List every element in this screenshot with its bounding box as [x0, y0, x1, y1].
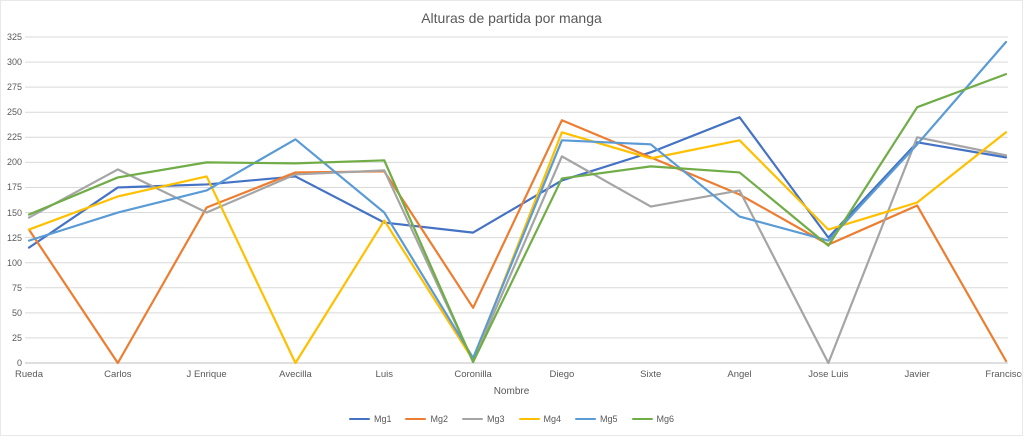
legend-line-swatch [461, 417, 483, 421]
x-tick-label: Luis [375, 369, 393, 380]
x-tick-label: Diego [549, 369, 575, 380]
y-tick-label: 325 [6, 32, 22, 42]
y-tick-label: 250 [6, 107, 22, 118]
legend-line-swatch [405, 417, 427, 421]
chart-title: Alturas de partida por manga [421, 10, 602, 26]
x-tick-label: Avecilla [279, 369, 312, 380]
legend-label: Mg5 [600, 414, 618, 424]
legend-line-swatch [631, 417, 653, 421]
legend-line-swatch [348, 417, 370, 421]
series-line-Mg6[interactable] [27, 73, 1008, 364]
y-tick-label: 25 [11, 332, 22, 343]
legend-item-Mg6[interactable]: Mg6 [631, 414, 675, 424]
y-tick-label: 125 [6, 232, 22, 243]
chart-legend: Mg1 Mg2 Mg3 Mg4 Mg5 Mg6 [1, 414, 1022, 424]
x-axis-title: Nombre [493, 386, 530, 397]
y-tick-label: 275 [6, 82, 22, 93]
y-tick-label: 50 [11, 307, 22, 318]
legend-item-Mg3[interactable]: Mg3 [461, 414, 505, 424]
x-tick-label: Jose Luis [808, 369, 849, 380]
x-tick-label: J Enrique [186, 369, 227, 380]
legend-label: Mg2 [430, 414, 448, 424]
legend-label: Mg6 [656, 414, 675, 424]
legend-label: Mg1 [373, 414, 392, 424]
x-tick-label: Coronilla [454, 369, 492, 380]
series-line-Mg3[interactable] [27, 136, 1008, 365]
y-tick-label: 225 [6, 132, 22, 143]
legend-item-Mg5[interactable]: Mg5 [575, 414, 618, 424]
legend-item-Mg4[interactable]: Mg4 [518, 414, 562, 424]
x-tick-label: Carlos [104, 369, 132, 380]
legend-label: Mg3 [486, 414, 505, 424]
x-tick-label: Rueda [15, 369, 43, 380]
x-tick-label: Sixte [640, 369, 662, 380]
y-tick-label: 100 [6, 257, 22, 268]
legend-line-swatch [575, 417, 597, 421]
x-tick-label: Javier [904, 369, 930, 380]
y-tick-label: 75 [11, 282, 22, 293]
y-tick-label: 175 [6, 182, 22, 193]
y-tick-label: 200 [6, 157, 22, 168]
legend-label: Mg4 [543, 414, 562, 424]
x-tick-label: Francisco [985, 369, 1023, 380]
x-tick-label: Angel [727, 369, 752, 380]
series-line-Mg5[interactable] [27, 40, 1008, 360]
series-line-Mg2[interactable] [27, 119, 1008, 365]
y-tick-label: 300 [6, 57, 22, 68]
y-tick-label: 150 [6, 207, 22, 218]
y-tick-label: 0 [16, 358, 22, 368]
legend-line-swatch [518, 417, 540, 421]
legend-item-Mg1[interactable]: Mg1 [348, 414, 392, 424]
legend-item-Mg2[interactable]: Mg2 [405, 414, 448, 424]
